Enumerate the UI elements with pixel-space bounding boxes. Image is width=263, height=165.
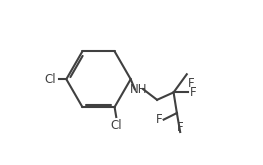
Text: F: F bbox=[177, 121, 184, 134]
Text: NH: NH bbox=[130, 83, 148, 96]
Text: Cl: Cl bbox=[44, 73, 56, 86]
Text: F: F bbox=[190, 86, 197, 99]
Text: F: F bbox=[188, 77, 194, 90]
Text: Cl: Cl bbox=[110, 119, 122, 132]
Text: F: F bbox=[155, 113, 162, 126]
